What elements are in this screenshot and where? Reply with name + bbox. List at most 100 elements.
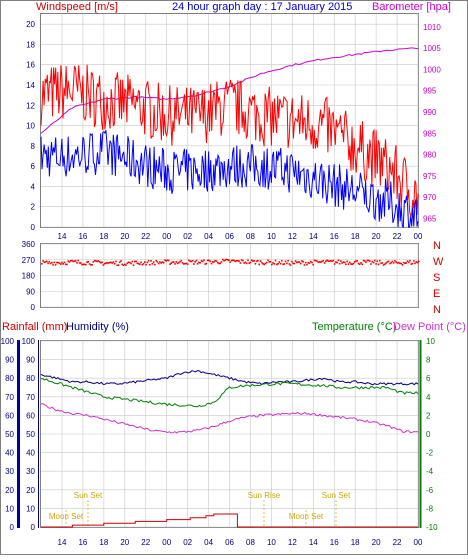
lower-x-tick-label: 00 xyxy=(162,538,171,547)
wind-tick-label: 2 xyxy=(31,203,36,212)
lower-x-ticks: 14 16 18 20 22 00 02 04 06 08 10 12 14 16 18 20 22 00 xyxy=(58,538,423,547)
direction-point xyxy=(267,259,269,261)
direction-point xyxy=(186,263,189,265)
compass-label: W xyxy=(433,256,444,268)
direction-point xyxy=(350,263,352,265)
direction-point xyxy=(147,260,150,262)
humidity-line xyxy=(40,370,419,386)
direction-point xyxy=(291,260,293,263)
direction-point xyxy=(179,260,181,263)
direction-point xyxy=(200,260,203,262)
lower-x-tick-label: 18 xyxy=(351,538,360,547)
wind-tick-label: 6 xyxy=(31,162,36,171)
baro-tick-label: 1005 xyxy=(423,44,441,53)
sun-moon-label: Moon Set xyxy=(49,512,84,521)
direction-point xyxy=(390,261,392,264)
humidity-tick-label: 30 xyxy=(26,467,35,476)
direction-point xyxy=(374,259,376,262)
direction-point xyxy=(188,259,190,262)
wind-x-tick-label: 20 xyxy=(372,232,381,241)
direction-point xyxy=(68,261,71,263)
direction-point xyxy=(254,263,257,265)
wind-tick-label: 10 xyxy=(26,122,35,131)
direction-point xyxy=(48,260,51,263)
direction-point xyxy=(294,260,297,262)
direction-point xyxy=(279,262,282,265)
direction-point xyxy=(98,261,101,263)
rainfall-tick-label: 80 xyxy=(5,374,14,383)
humidity-tick-label: 40 xyxy=(26,449,35,458)
humidity-axis-title: Humidity (%) xyxy=(66,321,129,333)
direction-point xyxy=(343,261,346,264)
direction-point xyxy=(91,264,93,266)
lower-x-tick-label: 04 xyxy=(204,538,213,547)
direction-point xyxy=(191,259,194,262)
direction-point xyxy=(311,261,313,264)
direction-tick-label: 270 xyxy=(22,256,36,265)
direction-point xyxy=(406,260,409,262)
direction-point xyxy=(185,262,188,265)
direction-point xyxy=(166,259,169,261)
direction-point xyxy=(170,262,172,264)
rainfall-tick-label: 70 xyxy=(5,393,14,402)
direction-point xyxy=(413,260,415,262)
direction-point xyxy=(111,262,113,264)
temperature-tick-label: 8 xyxy=(426,356,431,365)
direction-point xyxy=(209,260,211,263)
direction-point xyxy=(181,262,184,264)
direction-point xyxy=(375,263,377,265)
direction-point xyxy=(57,261,59,264)
direction-point xyxy=(386,261,389,263)
direction-point xyxy=(160,262,162,264)
direction-point xyxy=(391,260,394,263)
direction-point xyxy=(264,262,267,265)
baro-tick-label: 990 xyxy=(423,108,437,117)
direction-point xyxy=(85,263,87,266)
direction-point xyxy=(365,261,367,264)
direction-point xyxy=(372,261,375,264)
direction-point xyxy=(301,260,303,262)
direction-point xyxy=(252,260,254,262)
direction-point xyxy=(234,260,237,263)
direction-points xyxy=(41,258,420,267)
direction-point xyxy=(262,262,264,265)
wind-x-tick-label: 22 xyxy=(393,232,402,241)
direction-point xyxy=(357,262,360,265)
direction-point xyxy=(292,262,294,265)
direction-point xyxy=(215,260,218,262)
direction-point xyxy=(108,261,111,264)
lower-x-tick-label: 18 xyxy=(99,538,108,547)
baro-tick-label: 1010 xyxy=(423,23,441,32)
lower-x-tick-label: 10 xyxy=(267,538,276,547)
wind-tick-label: 20 xyxy=(26,20,35,29)
direction-point xyxy=(219,262,221,265)
direction-point xyxy=(196,263,199,265)
direction-point xyxy=(136,262,139,265)
direction-point xyxy=(407,261,410,264)
direction-point xyxy=(132,264,135,266)
wind-x-tick-label: 10 xyxy=(267,232,276,241)
direction-point xyxy=(297,261,299,263)
lower-x-tick-label: 12 xyxy=(288,538,297,547)
direction-point xyxy=(92,261,95,263)
direction-point xyxy=(46,260,48,263)
direction-point xyxy=(56,261,58,264)
direction-point xyxy=(410,263,413,265)
wind-x-tick-label: 12 xyxy=(288,232,297,241)
direction-point xyxy=(315,259,317,262)
direction-point xyxy=(195,259,198,262)
sun-moon-label: Sun Rise xyxy=(248,491,281,500)
windspeed-axis-title: Windspeed [m/s] xyxy=(36,1,118,13)
direction-point xyxy=(105,262,107,264)
direction-point xyxy=(53,261,56,264)
direction-point xyxy=(384,263,386,265)
direction-point xyxy=(83,263,86,266)
direction-point xyxy=(367,259,370,262)
humidity-tick-label: 20 xyxy=(26,486,35,495)
direction-point xyxy=(183,263,185,265)
direction-point xyxy=(218,262,220,265)
direction-point xyxy=(210,262,213,265)
rainfall-axis-title: Rainfall (mm) xyxy=(2,321,67,333)
direction-point xyxy=(167,259,170,262)
